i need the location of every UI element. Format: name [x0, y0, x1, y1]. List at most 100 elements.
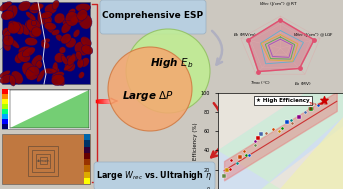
Ellipse shape [6, 5, 18, 19]
Text: This work
(①): This work (①) [308, 102, 328, 111]
Text: $W_{rec}$ (J/cm²) @LGF: $W_{rec}$ (J/cm²) @LGF [293, 31, 334, 39]
Point [270, 127, 275, 130]
Ellipse shape [0, 70, 10, 78]
Bar [32, 149, 54, 171]
Ellipse shape [44, 17, 52, 27]
Ellipse shape [29, 28, 41, 38]
Ellipse shape [25, 19, 38, 31]
Ellipse shape [74, 42, 90, 56]
Ellipse shape [76, 51, 82, 60]
Ellipse shape [41, 42, 50, 49]
Ellipse shape [3, 30, 11, 39]
Ellipse shape [73, 29, 80, 37]
Ellipse shape [62, 18, 68, 26]
Ellipse shape [108, 47, 192, 131]
Ellipse shape [79, 14, 92, 29]
Text: High $E_b$: High $E_b$ [150, 56, 194, 70]
Ellipse shape [31, 55, 42, 67]
Ellipse shape [64, 61, 75, 72]
Y-axis label: Efficiency (%): Efficiency (%) [193, 122, 198, 160]
Point [258, 132, 263, 135]
Ellipse shape [41, 38, 50, 44]
Ellipse shape [55, 53, 65, 63]
Polygon shape [248, 20, 314, 72]
Text: Large $W_{rec}$ vs. Ultrahigh $\eta$: Large $W_{rec}$ vs. Ultrahigh $\eta$ [96, 170, 212, 183]
Bar [2, 114, 8, 119]
Ellipse shape [17, 51, 30, 62]
Ellipse shape [77, 10, 87, 20]
Point [289, 118, 294, 121]
Ellipse shape [25, 37, 37, 46]
Ellipse shape [52, 29, 60, 36]
Ellipse shape [26, 66, 40, 80]
Bar [84, 146, 90, 153]
Ellipse shape [57, 76, 65, 86]
Ellipse shape [37, 70, 45, 82]
Ellipse shape [0, 74, 13, 84]
Ellipse shape [61, 55, 68, 65]
Ellipse shape [26, 19, 40, 32]
FancyBboxPatch shape [100, 0, 206, 34]
Ellipse shape [52, 72, 64, 79]
Bar [84, 165, 90, 171]
Point [241, 150, 246, 153]
Ellipse shape [64, 62, 74, 71]
Ellipse shape [71, 53, 77, 60]
Ellipse shape [51, 74, 64, 86]
Ellipse shape [126, 29, 210, 113]
Bar [2, 119, 8, 124]
Point [227, 167, 233, 170]
Text: domain: domain [37, 159, 50, 163]
Point [315, 103, 320, 106]
Bar [84, 171, 90, 178]
Ellipse shape [40, 12, 52, 19]
Point [284, 121, 289, 124]
Point [252, 140, 258, 143]
Point [244, 153, 249, 156]
Bar [2, 124, 8, 129]
Ellipse shape [77, 59, 84, 68]
Ellipse shape [1, 10, 14, 20]
Point [237, 155, 243, 158]
Point [224, 168, 229, 171]
Ellipse shape [44, 22, 56, 30]
Ellipse shape [9, 38, 20, 48]
FancyBboxPatch shape [94, 162, 215, 189]
Ellipse shape [51, 67, 60, 75]
Ellipse shape [43, 68, 57, 74]
Bar [28, 146, 58, 176]
Bar [84, 178, 90, 184]
Polygon shape [218, 93, 343, 189]
Ellipse shape [26, 12, 36, 20]
Text: $E_b$ (MV/m): $E_b$ (MV/m) [233, 31, 257, 39]
Ellipse shape [15, 53, 24, 63]
Ellipse shape [66, 12, 79, 26]
Bar [2, 104, 8, 109]
Text: $W_{rec}$ (J/cm²) @RT: $W_{rec}$ (J/cm²) @RT [259, 1, 298, 9]
Point [297, 67, 302, 70]
Ellipse shape [3, 40, 11, 51]
Ellipse shape [0, 2, 12, 11]
Ellipse shape [2, 28, 11, 37]
Polygon shape [218, 93, 343, 189]
Ellipse shape [82, 45, 93, 55]
Ellipse shape [36, 61, 42, 69]
Point [228, 159, 234, 162]
Text: ★ High Efficiency: ★ High Efficiency [256, 98, 310, 103]
Point [256, 137, 261, 140]
Ellipse shape [67, 55, 78, 61]
Ellipse shape [19, 24, 29, 35]
Ellipse shape [45, 23, 55, 33]
Polygon shape [281, 117, 343, 189]
Bar [2, 89, 90, 129]
Text: Large $\Delta P$: Large $\Delta P$ [122, 89, 174, 103]
Ellipse shape [79, 72, 84, 78]
Ellipse shape [52, 62, 58, 75]
Point [264, 132, 269, 135]
Ellipse shape [22, 47, 35, 57]
Point [252, 144, 258, 147]
Ellipse shape [31, 20, 36, 26]
Point [296, 115, 301, 118]
Point [246, 153, 252, 156]
Ellipse shape [29, 2, 42, 13]
